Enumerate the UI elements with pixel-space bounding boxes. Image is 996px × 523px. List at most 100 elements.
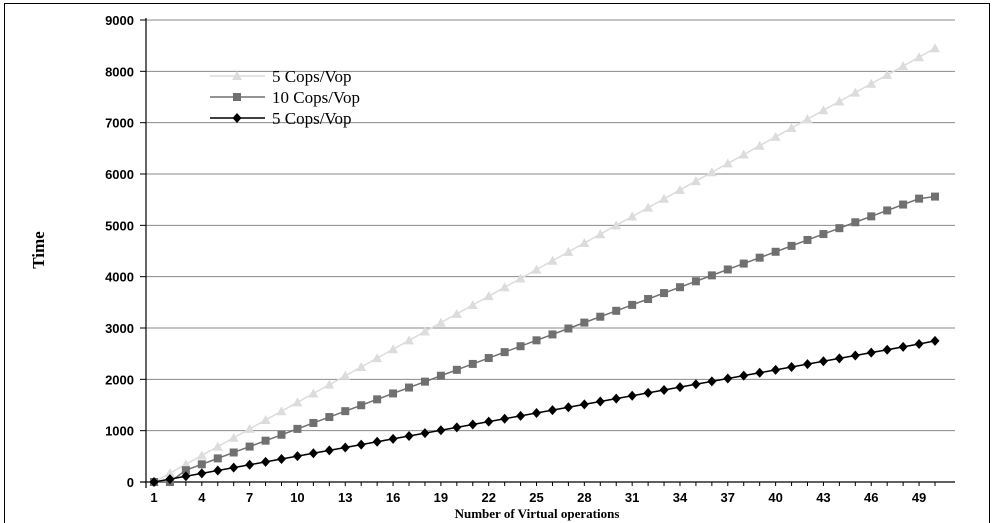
data-point [277, 454, 287, 465]
series-line [154, 195, 936, 483]
data-point [372, 353, 383, 363]
data-point [564, 324, 573, 333]
data-point [691, 277, 700, 286]
data-point [771, 247, 780, 256]
data-point [834, 96, 845, 106]
data-point [723, 373, 733, 384]
data-point [532, 408, 542, 419]
series-line [153, 340, 936, 483]
data-point [484, 416, 494, 427]
data-point [261, 436, 270, 445]
x-axis-label: Number of Virtual operations [455, 506, 620, 521]
data-point [596, 312, 605, 321]
data-point [245, 459, 255, 470]
data-point [325, 413, 334, 422]
data-point [261, 456, 271, 467]
data-point [818, 356, 828, 367]
data-point [914, 339, 924, 350]
data-point [851, 218, 860, 227]
legend-entry: 5 Cops/Vop [210, 109, 352, 128]
data-point [232, 71, 242, 80]
x-tick-label: 4 [198, 490, 206, 505]
data-point [850, 350, 860, 361]
data-point [786, 123, 797, 133]
data-point [739, 259, 748, 268]
data-point [675, 283, 684, 292]
y-tick-labels: 0 1000 2000 3000 4000 5000 6000 7000 8000 9000 [105, 13, 134, 490]
data-point [787, 362, 797, 373]
data-point [866, 78, 877, 88]
data-point [229, 462, 239, 473]
x-tick-label: 37 [721, 490, 735, 505]
data-point [516, 342, 525, 351]
data-point [882, 344, 892, 355]
data-point [690, 176, 701, 186]
data-point [866, 347, 876, 358]
data-point [643, 202, 654, 212]
data-point [452, 422, 462, 433]
y-tick-label: 9000 [105, 13, 134, 28]
data-point [276, 406, 287, 416]
x-tick-label: 16 [386, 490, 400, 505]
x-tick-label: 7 [246, 490, 253, 505]
data-point [802, 114, 813, 124]
data-point [149, 477, 159, 487]
data-point [515, 273, 526, 283]
data-point [659, 385, 669, 396]
data-point [707, 376, 717, 387]
x-tick-label: 10 [290, 490, 304, 505]
data-point [612, 306, 621, 315]
data-point [835, 224, 844, 233]
series [149, 43, 940, 487]
x-tick-labels: 1 4 7 10 13 16 19 22 25 28 31 34 37 40 43 46 49 [150, 490, 926, 505]
data-point [644, 294, 653, 303]
data-point [292, 451, 302, 462]
data-point [739, 370, 749, 381]
data-point [404, 431, 414, 442]
data-point [451, 308, 462, 318]
x-tick-label: 19 [434, 490, 448, 505]
data-point [420, 377, 429, 386]
data-point [404, 335, 415, 345]
data-point [308, 448, 318, 459]
data-point [659, 193, 670, 203]
data-point [356, 361, 367, 371]
data-point [898, 61, 909, 71]
axes [140, 18, 955, 488]
data-point [754, 140, 765, 150]
y-tick-label: 2000 [105, 372, 134, 387]
data-point [819, 230, 828, 239]
legend-entry: 10 Cops/Vop [210, 88, 360, 107]
data-point [244, 423, 255, 433]
data-point [293, 424, 302, 433]
data-point [197, 468, 207, 479]
data-point [643, 387, 653, 398]
data-point [356, 439, 366, 450]
x-tick-label: 13 [338, 490, 352, 505]
data-point [277, 430, 286, 439]
data-point [930, 43, 940, 53]
data-point [245, 442, 254, 451]
data-point [691, 379, 701, 390]
data-point [229, 448, 238, 457]
x-tick-label: 28 [577, 490, 591, 505]
legend-entry: 5 Cops/Vop [210, 67, 352, 86]
y-tick-label: 4000 [105, 270, 134, 285]
data-point [324, 445, 334, 456]
data-point [627, 211, 638, 221]
data-point [660, 289, 669, 298]
data-point [818, 105, 829, 115]
data-point [595, 396, 605, 407]
data-point [834, 353, 844, 364]
data-point [563, 402, 573, 413]
data-point [233, 93, 241, 101]
data-point [771, 364, 781, 375]
data-point [436, 425, 446, 436]
data-point [468, 359, 477, 368]
y-tick-label: 8000 [105, 64, 134, 79]
data-point [882, 69, 893, 79]
data-point [930, 335, 940, 346]
data-point [341, 407, 350, 416]
data-point [181, 466, 190, 475]
